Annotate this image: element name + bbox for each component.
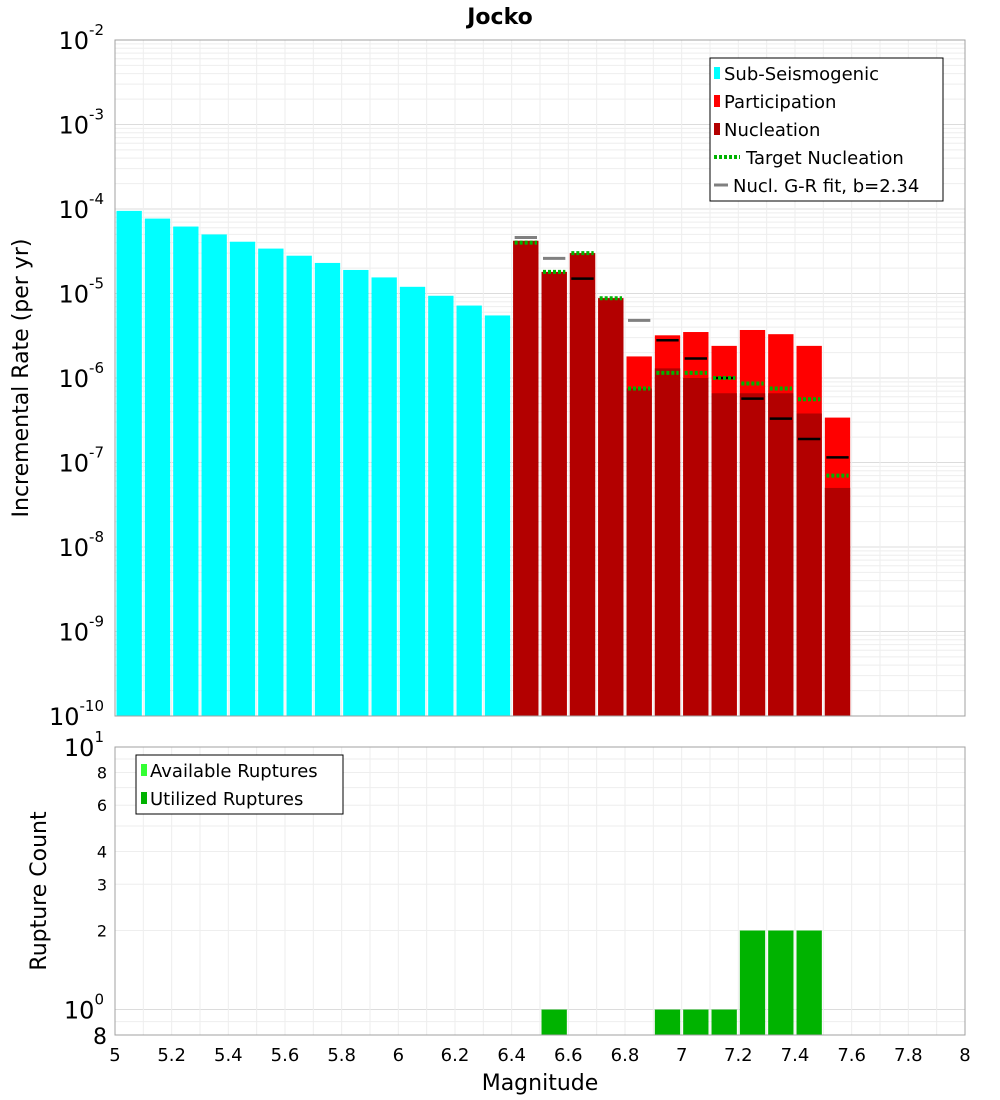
nucleation-bar <box>683 378 709 716</box>
count-y-tick-label: 4 <box>97 842 107 861</box>
sub-seismogenic-bar <box>314 262 341 716</box>
utilized-ruptures-bar <box>654 1009 681 1035</box>
sub-seismogenic-bar <box>229 241 256 716</box>
x-tick-label: 7.8 <box>894 1045 923 1066</box>
utilized-ruptures-bar <box>739 930 766 1035</box>
x-tick-label: 5.6 <box>271 1045 300 1066</box>
rate-y-axis: 10-2 10-3 10-4 10-5 10-6 10-7 10-8 10-9 10-10 <box>49 21 104 731</box>
x-tick-label: 8 <box>959 1045 970 1066</box>
count-y-decade-label: 101 <box>64 728 104 762</box>
x-tick-label: 7.6 <box>837 1045 866 1066</box>
rate-y-tick-label: 10-8 <box>58 528 104 562</box>
x-axis-label: Magnitude <box>482 1071 599 1096</box>
utilized-ruptures-bar <box>541 1009 567 1035</box>
legend-label: Nucl. G-R fit, b=2.34 <box>733 176 919 197</box>
count-y-decade-label: 100 <box>64 991 104 1025</box>
legend-label: Nucleation <box>724 120 820 141</box>
rate-legend: Sub-Seismogenic Participation Nucleation Ta… <box>709 57 944 202</box>
sub-seismogenic-bar <box>116 210 142 716</box>
nucleation-bar <box>824 487 851 716</box>
utilized-ruptures-bar <box>683 1009 709 1035</box>
rate-y-tick-label: 10-2 <box>58 21 104 55</box>
nucleation-bar <box>654 368 681 716</box>
legend-swatch <box>141 792 147 804</box>
sub-seismogenic-bar <box>371 277 397 716</box>
nucleation-bar <box>711 393 737 716</box>
count-y-tick-label: 6 <box>97 796 107 815</box>
nucleation-bar <box>541 271 567 716</box>
legend-label: Participation <box>724 92 836 113</box>
sub-seismogenic-bar <box>258 248 284 716</box>
sub-seismogenic-bar <box>484 315 511 716</box>
sub-seismogenic-bar <box>343 269 369 716</box>
utilized-ruptures-bar <box>796 930 822 1035</box>
count-bars <box>541 930 822 1035</box>
legend-label: Utilized Ruptures <box>150 789 303 810</box>
nucleation-bar <box>569 253 596 716</box>
rate-y-tick-label: 10-5 <box>58 275 104 309</box>
count-y-tick-label: 2 <box>97 922 107 941</box>
count-legend-box <box>135 754 344 815</box>
rate-y-tick-label: 10-7 <box>58 444 104 478</box>
rate-legend-box <box>709 57 944 202</box>
count-y-tick-label: 3 <box>97 875 107 894</box>
nucleation-bar <box>796 413 822 716</box>
sub-seismogenic-bar <box>286 255 312 716</box>
sub-seismogenic-bar <box>173 226 199 716</box>
x-tick-label: 7 <box>676 1045 687 1066</box>
x-tick-label: 6 <box>393 1045 404 1066</box>
sub-seismogenic-bar <box>201 234 227 717</box>
rate-y-tick-label: 10-4 <box>58 190 104 224</box>
x-tick-label: 7.4 <box>781 1045 810 1066</box>
utilized-ruptures-bar <box>768 930 794 1035</box>
legend-swatch <box>714 123 720 135</box>
legend-swatch <box>141 764 147 776</box>
nucleation-bar <box>768 393 794 716</box>
legend-label: Sub-Seismogenic <box>724 64 879 85</box>
x-tick-label: 6.4 <box>497 1045 526 1066</box>
nucleation-bar <box>598 298 624 716</box>
rate-plot-frame <box>114 39 966 717</box>
sub-seismogenic-bar <box>399 286 426 716</box>
x-tick-label: 7.2 <box>724 1045 753 1066</box>
rate-y-tick-label: 10-10 <box>49 697 104 731</box>
rate-y-axis-label: Incremental Rate (per yr) <box>9 239 34 518</box>
count-y-axis-label: Rupture Count <box>27 811 52 971</box>
x-tick-label: 5.4 <box>214 1045 243 1066</box>
x-tick-label: 6.8 <box>611 1045 640 1066</box>
sub-seismogenic-bar <box>456 305 482 716</box>
legend-label: Available Ruptures <box>150 761 318 782</box>
rate-y-tick-label: 10-3 <box>58 106 104 140</box>
utilized-ruptures-bar <box>711 1009 737 1035</box>
count-y-tick-label: 8 <box>97 763 107 782</box>
count-legend: Available Ruptures Utilized Ruptures <box>135 754 344 815</box>
sub-seismogenic-bar <box>144 218 171 716</box>
legend-swatch <box>714 95 720 107</box>
x-tick-label: 5.8 <box>327 1045 356 1066</box>
x-axis: 5 5.2 5.4 5.6 5.8 6 6.2 6.4 6.6 6.8 7 7.2 7.4 7.6 7.8 8 <box>109 1045 970 1066</box>
nucleation-bar <box>739 393 766 716</box>
x-tick-label: 5 <box>109 1045 120 1066</box>
rate-y-tick-label: 10-9 <box>58 613 104 647</box>
legend-swatch <box>714 67 720 79</box>
x-tick-label: 6.6 <box>554 1045 583 1066</box>
nucleation-bar <box>626 388 652 716</box>
nucleation-bar <box>513 240 539 716</box>
rate-y-tick-label: 10-6 <box>58 359 104 393</box>
rate-bars <box>116 210 851 717</box>
legend-label: Target Nucleation <box>745 148 904 169</box>
rate-markers <box>514 235 849 478</box>
x-tick-label: 6.2 <box>441 1045 470 1066</box>
count-plot-frame <box>114 746 966 1036</box>
chart-title: Jocko <box>465 5 533 30</box>
x-tick-label: 5.2 <box>157 1045 186 1066</box>
count-y-bottom-label: 8 <box>93 1025 107 1050</box>
sub-seismogenic-bar <box>428 295 454 716</box>
rate-panel: Jocko 10-210-310-410-510-610-710-810-910… <box>9 5 966 731</box>
